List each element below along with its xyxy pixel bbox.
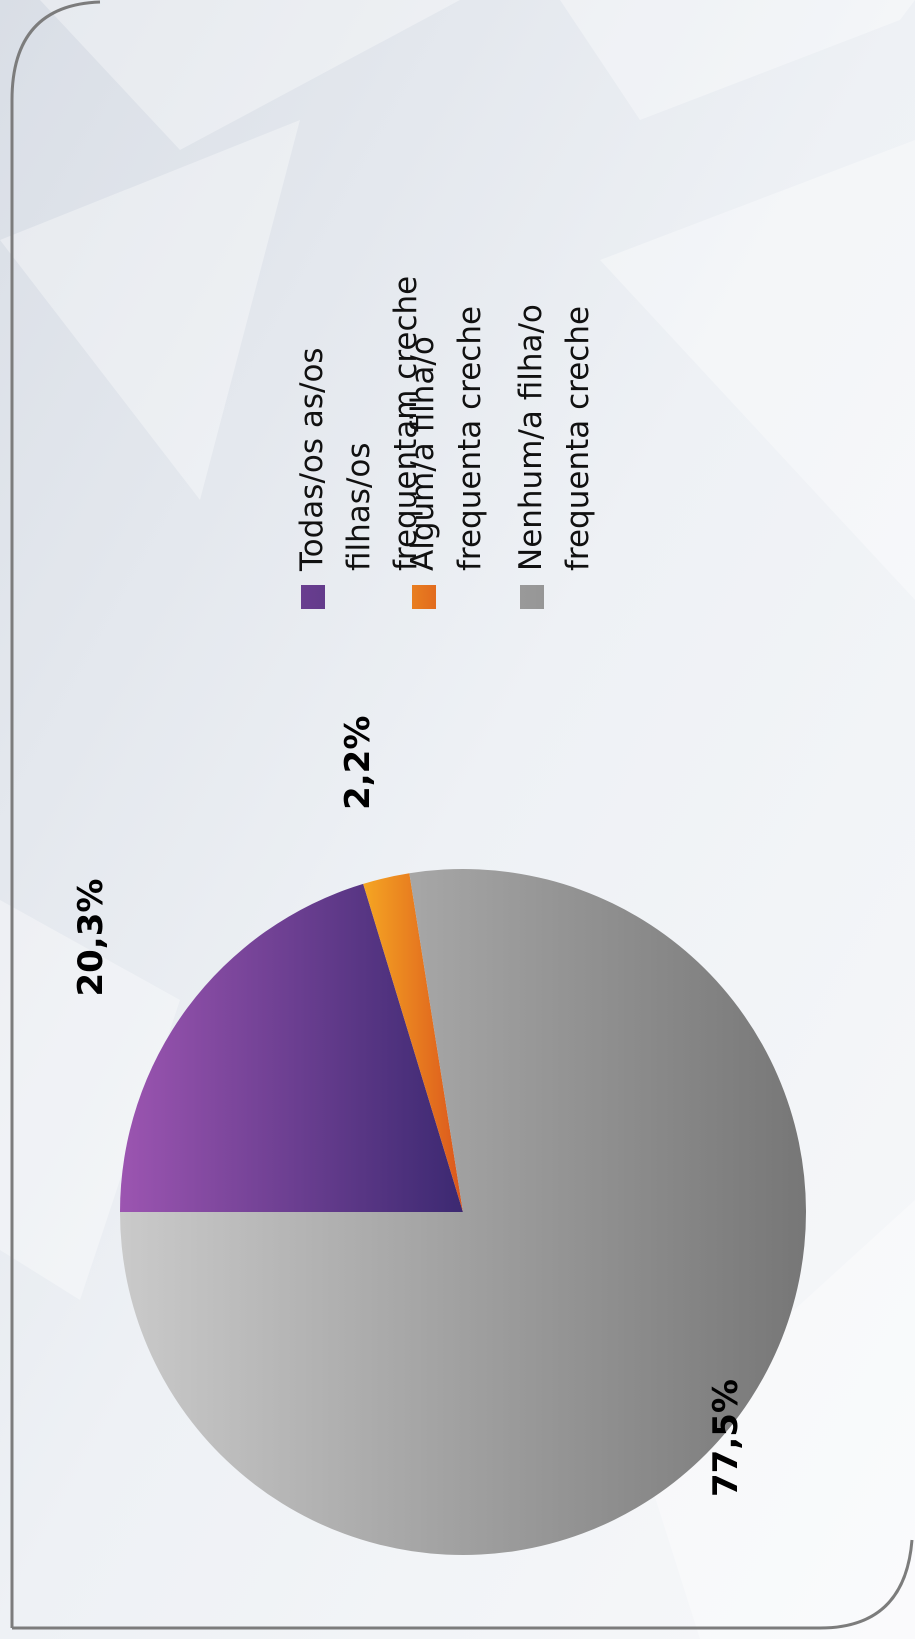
legend-text: Algum/a filha/o frequenta creche <box>405 306 488 571</box>
value-label: 20,3% <box>71 879 111 997</box>
legend-text: Todas/os as/os filhas/os frequentam crec… <box>294 276 424 572</box>
legend-line: filhas/os <box>341 433 377 571</box>
pie-slice <box>120 883 463 1212</box>
legend-swatch <box>520 585 544 609</box>
legend-line: Todas/os as/os <box>294 338 330 572</box>
legend-swatch <box>412 585 436 609</box>
value-label: 77,5% <box>706 1379 746 1497</box>
pie-slice <box>363 873 463 1212</box>
legend-text: Nenhum/a filha/o frequenta creche <box>513 294 596 571</box>
legend-line: Nenhum/a filha/o <box>513 294 549 571</box>
frame <box>10 0 914 1630</box>
legend-line: frequenta creche <box>452 306 488 571</box>
pie-slice <box>120 869 806 1555</box>
legend-line: Algum/a filha/o <box>405 326 441 571</box>
plot: 20,3% 2,2% 77,5% Todas/os as/os filhas/os f… <box>71 276 806 1555</box>
legend-swatch <box>301 585 325 609</box>
legend-line: frequenta creche <box>560 306 596 571</box>
legend-line: frequentam creche <box>388 276 424 571</box>
value-label: 2,2% <box>338 716 378 810</box>
